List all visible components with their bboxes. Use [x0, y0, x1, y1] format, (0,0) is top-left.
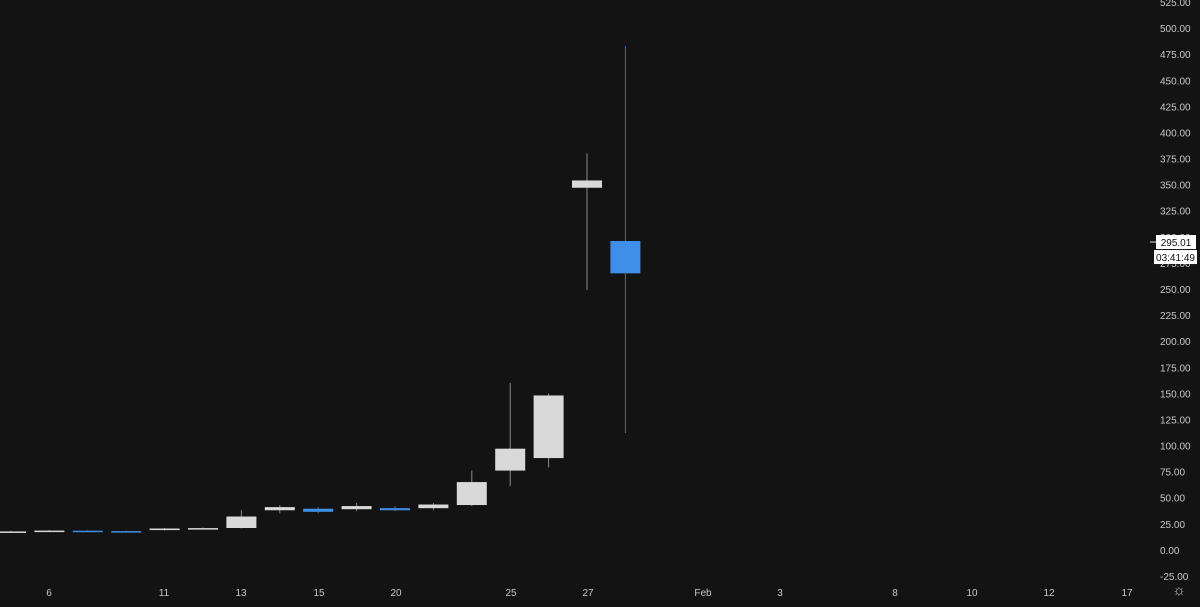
- y-tick-label: 75.00: [1160, 468, 1185, 479]
- candle-body: [0, 531, 26, 533]
- y-tick-label: 375.00: [1160, 155, 1191, 166]
- y-tick-label: 200.00: [1160, 337, 1191, 348]
- y-tick-label: -25.00: [1160, 572, 1189, 583]
- candle-body: [495, 448, 526, 471]
- y-tick-label: 175.00: [1160, 363, 1191, 374]
- last-price-badge: [1156, 235, 1196, 250]
- x-tick-label: 3: [777, 588, 783, 599]
- candle-body: [610, 240, 641, 274]
- candle-body: [533, 395, 564, 459]
- candle-body: [572, 180, 602, 188]
- y-tick-label: 0.00: [1160, 546, 1180, 557]
- candle-body: [264, 507, 295, 511]
- last-price-label: 295.01: [1161, 238, 1192, 249]
- candle-body: [380, 508, 410, 511]
- x-tick-label: 20: [390, 588, 402, 599]
- y-tick-label: 450.00: [1160, 76, 1191, 87]
- x-tick-label: 17: [1121, 588, 1133, 599]
- x-tick-label: 10: [966, 588, 978, 599]
- y-tick-label: 100.00: [1160, 442, 1191, 453]
- candle-body: [418, 504, 449, 509]
- x-tick-label: 13: [235, 588, 247, 599]
- candle-body: [34, 530, 65, 533]
- y-tick-label: 475.00: [1160, 50, 1191, 61]
- x-tick-label: 11: [159, 588, 170, 599]
- y-tick-label: 125.00: [1160, 415, 1191, 426]
- candle-body: [111, 531, 142, 533]
- y-tick-label: 150.00: [1160, 389, 1191, 400]
- x-tick-label: 15: [313, 588, 325, 599]
- candle-body: [226, 516, 257, 528]
- countdown-label: 03:41:49: [1156, 253, 1195, 264]
- y-tick-label: 525.00: [1160, 0, 1191, 9]
- candle-body: [303, 508, 334, 512]
- y-tick-label: 425.00: [1160, 102, 1191, 113]
- candle-body: [72, 530, 103, 533]
- candle-body: [149, 528, 180, 531]
- y-tick-label: 500.00: [1160, 24, 1191, 35]
- y-tick-label: 275.00: [1160, 259, 1191, 270]
- countdown-badge: [1154, 250, 1197, 265]
- x-tick-label: 8: [892, 588, 898, 599]
- candle-body: [188, 528, 218, 530]
- gear-icon[interactable]: ☼: [1172, 582, 1186, 599]
- y-tick-label: 250.00: [1160, 285, 1191, 296]
- y-tick-label: 50.00: [1160, 494, 1185, 505]
- x-tick-label: Feb: [694, 588, 712, 599]
- y-tick-label: 225.00: [1160, 311, 1191, 322]
- y-tick-label: 350.00: [1160, 181, 1191, 192]
- y-tick-label: 400.00: [1160, 128, 1191, 139]
- x-tick-label: 6: [46, 588, 52, 599]
- candle-body: [341, 506, 372, 510]
- x-tick-label: 25: [505, 588, 517, 599]
- x-tick-label: 27: [582, 588, 594, 599]
- y-tick-label: 325.00: [1160, 207, 1191, 218]
- y-tick-label: 25.00: [1160, 520, 1185, 531]
- candle-body: [456, 482, 487, 506]
- x-tick-label: 12: [1043, 588, 1055, 599]
